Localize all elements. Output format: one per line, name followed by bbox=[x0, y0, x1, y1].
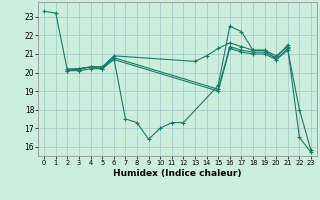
X-axis label: Humidex (Indice chaleur): Humidex (Indice chaleur) bbox=[113, 169, 242, 178]
